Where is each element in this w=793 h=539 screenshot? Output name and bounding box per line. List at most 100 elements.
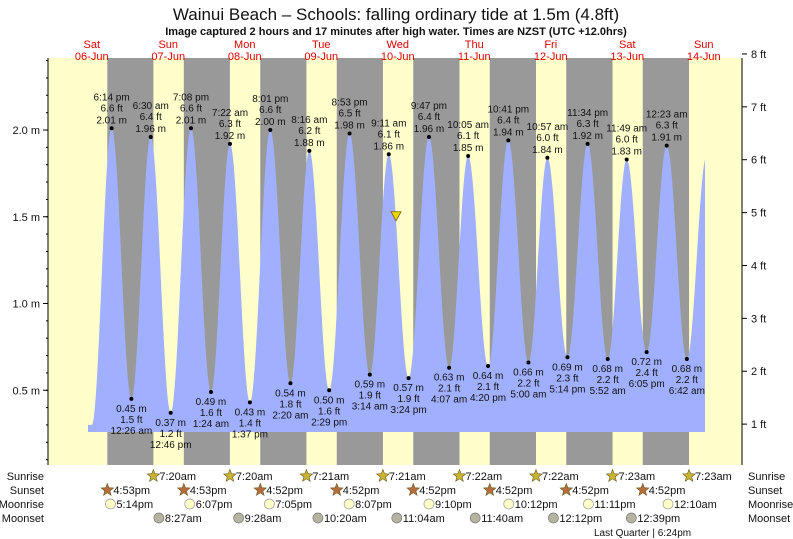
low-tide-label: 2:29 pm — [311, 417, 347, 428]
low-tide-label: 0.64 m — [473, 371, 504, 382]
high-tide-label: 6.4 ft — [140, 112, 162, 123]
day-name: Fri — [544, 39, 557, 51]
moonrise-time: 7:05pm — [275, 499, 312, 511]
low-tide-label: 2:20 am — [272, 410, 308, 421]
sunset-time: 4:52pm — [572, 485, 609, 497]
sunrise-icon — [146, 468, 161, 482]
high-tide-point — [148, 134, 153, 139]
low-tide-point — [208, 389, 213, 394]
low-tide-label: 1:24 am — [193, 419, 229, 430]
high-tide-label: 1.96 m — [414, 124, 445, 135]
low-tide-point — [605, 357, 610, 362]
high-tide-label: 6.5 ft — [338, 108, 360, 119]
moonset-icon — [625, 512, 637, 524]
low-tide-point — [327, 388, 332, 393]
moonrise-time: 5:14pm — [116, 499, 153, 511]
low-tide-point — [406, 376, 411, 381]
day-date: 07-Jun — [151, 51, 185, 63]
high-tide-label: 7:08 pm — [173, 92, 209, 103]
current-tide-marker — [390, 211, 402, 222]
sunrise-time: 7:20am — [159, 471, 196, 483]
low-tide-point — [247, 400, 252, 405]
sunset-icon — [635, 482, 650, 496]
y-tick-label-ft: 2 ft — [751, 366, 766, 378]
sunset-icon — [559, 482, 574, 496]
high-tide-label: 2.01 m — [176, 115, 207, 126]
low-tide-label: 5:52 am — [590, 386, 626, 397]
y-tick-label-ft: 6 ft — [751, 155, 766, 167]
y-tick-label-ft: 1 ft — [751, 419, 766, 431]
high-tide-label: 6.6 ft — [100, 103, 122, 114]
moonset-time: 12:39pm — [637, 513, 680, 525]
chart-title: Wainui Beach – Schools: falling ordinary… — [173, 5, 619, 24]
moonset-time: 12:12pm — [559, 513, 602, 525]
high-tide-point — [545, 155, 550, 160]
low-tide-label: 0.72 m — [631, 357, 662, 368]
sunrise-time: 7:21am — [389, 471, 426, 483]
sunrise-icon — [222, 468, 237, 482]
high-tide-label: 1.83 m — [611, 146, 642, 157]
low-tide-label: 0.49 m — [196, 397, 227, 408]
high-tide-label: 10:41 pm — [487, 104, 529, 115]
high-tide-label: 8:53 pm — [331, 97, 367, 108]
low-tide-point — [486, 363, 491, 368]
y-tick-label-ft: 7 ft — [751, 102, 766, 114]
low-tide-label: 12:26 am — [111, 426, 153, 437]
sunset-icon — [100, 482, 115, 496]
moonset-time: 11:40am — [481, 513, 523, 525]
low-tide-label: 0.45 m — [116, 404, 147, 415]
low-tide-label: 0.68 m — [592, 364, 623, 375]
low-tide-label: 1.9 ft — [397, 394, 419, 405]
y-tick-label-ft: 8 ft — [751, 49, 766, 61]
sunset-time: 4:52pm — [649, 485, 686, 497]
sunset-icon — [329, 482, 344, 496]
sunset-time: 4:52pm — [419, 485, 456, 497]
low-tide-point — [129, 396, 134, 401]
row-label-left: Moonrise — [0, 499, 44, 511]
sunrise-icon — [299, 468, 314, 482]
low-tide-point — [447, 365, 452, 370]
low-tide-label: 2.3 ft — [556, 373, 578, 384]
sunrise-time: 7:20am — [236, 471, 273, 483]
high-tide-point — [347, 131, 352, 136]
high-tide-point — [624, 157, 629, 162]
sunrise-time: 7:23am — [695, 471, 732, 483]
sunset-icon — [176, 482, 191, 496]
moonrise-time: 8:07pm — [355, 499, 392, 511]
high-tide-label: 12:23 am — [646, 110, 688, 121]
chart-subtitle: Image captured 2 hours and 17 minutes af… — [165, 26, 627, 38]
low-tide-label: 1.9 ft — [359, 391, 381, 402]
low-tide-label: 1.5 ft — [120, 415, 142, 426]
low-tide-label: 0.43 m — [235, 407, 266, 418]
high-tide-label: 1.94 m — [493, 127, 524, 138]
moonset-time: 10:20am — [324, 513, 367, 525]
high-tide-point — [426, 134, 431, 139]
day-name: Mon — [234, 39, 255, 51]
moonset-icon — [153, 512, 165, 524]
y-tick-label-ft: 5 ft — [751, 208, 766, 220]
high-tide-label: 1.96 m — [135, 124, 166, 135]
y-tick-label-ft: 4 ft — [751, 260, 766, 272]
low-tide-label: 0.57 m — [393, 383, 424, 394]
day-date: 10-Jun — [381, 51, 415, 63]
moonrise-icon — [583, 498, 594, 510]
low-tide-label: 4:20 pm — [470, 393, 506, 404]
moonset-icon — [233, 512, 245, 524]
sunrise-time: 7:22am — [542, 471, 579, 483]
row-label-left: Sunset — [10, 485, 44, 497]
tide-area — [88, 128, 705, 433]
high-tide-label: 6.1 ft — [378, 129, 400, 140]
high-tide-label: 6.3 ft — [576, 119, 598, 130]
low-tide-point — [526, 360, 531, 365]
moonrise-icon — [263, 498, 275, 510]
moonrise-icon — [662, 498, 674, 510]
day-name: Tue — [312, 39, 331, 51]
day-name: Thu — [465, 39, 484, 51]
low-tide-label: 3:14 am — [352, 402, 388, 413]
high-tide-point — [506, 138, 511, 143]
moonset-time: 8:27am — [165, 513, 202, 525]
day-name: Sun — [158, 39, 178, 51]
high-tide-label: 1.85 m — [453, 143, 484, 154]
high-tide-point — [386, 152, 391, 157]
